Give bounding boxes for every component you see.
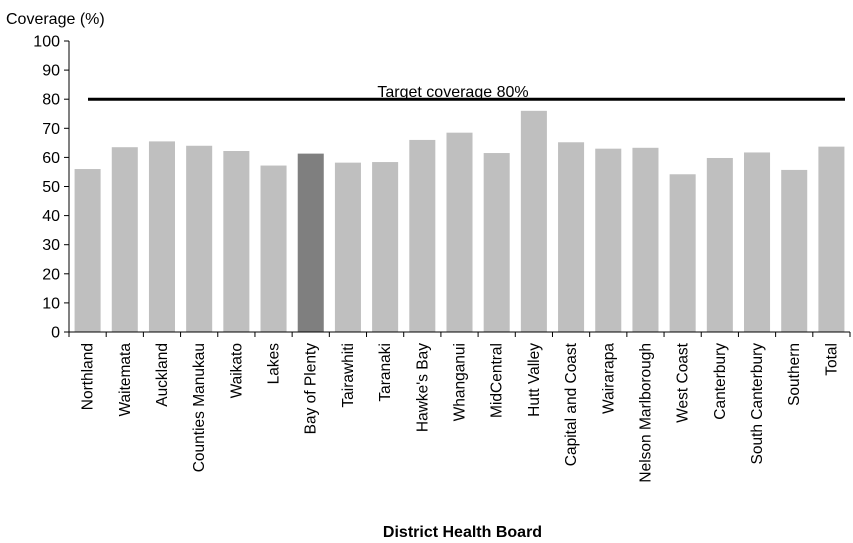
- bars-group: [74, 110, 845, 332]
- bar: [409, 139, 436, 332]
- x-tick-label: Canterbury: [712, 343, 729, 420]
- y-tick-label: 60: [42, 150, 60, 167]
- x-tick-label: Bay of Plenty: [303, 343, 320, 435]
- x-tick-label: Tairawhiti: [340, 343, 357, 408]
- y-tick-label: 80: [42, 92, 60, 109]
- x-tick-label: MidCentral: [489, 343, 506, 418]
- bar: [74, 169, 101, 332]
- bar: [260, 165, 287, 332]
- x-tick-label: Waikato: [228, 343, 245, 398]
- bar: [706, 157, 733, 332]
- y-tick-label: 0: [51, 325, 60, 342]
- y-tick-label: 40: [42, 208, 60, 225]
- x-tick-label: Whanganui: [452, 343, 469, 421]
- bar: [818, 146, 845, 332]
- bar: [111, 147, 138, 332]
- bar: [223, 150, 250, 332]
- bar: [297, 153, 324, 332]
- y-tick-label: 100: [33, 34, 60, 51]
- y-tick-label: 30: [42, 237, 60, 254]
- bar: [744, 152, 771, 332]
- x-tick-label: Waitemata: [117, 343, 134, 417]
- x-tick-label: Hawke's Bay: [414, 343, 431, 432]
- x-tick-label: West Coast: [675, 342, 692, 423]
- x-tick-label: Nelson Marlborough: [637, 343, 654, 483]
- x-tick-label: Lakes: [266, 343, 283, 385]
- y-axis: 0 10 20 30 40 50 60 70 80 90 100: [33, 34, 70, 342]
- bar: [372, 162, 399, 332]
- x-tick-label: Counties Manukau: [191, 343, 208, 472]
- bar: [148, 141, 175, 332]
- y-tick-label: 50: [42, 179, 60, 196]
- bar: [520, 110, 547, 332]
- target-line-group: Target coverage 80%: [88, 84, 845, 101]
- bar: [632, 147, 659, 332]
- bar: [595, 148, 622, 332]
- x-axis-title: District Health Board: [383, 524, 542, 541]
- y-tick-label: 90: [42, 63, 60, 80]
- y-axis-title: Coverage (%): [6, 11, 105, 28]
- bar: [334, 162, 361, 332]
- x-tick-label: Hutt Valley: [526, 343, 543, 417]
- y-tick-label: 70: [42, 121, 60, 138]
- bar: [558, 142, 585, 332]
- x-tick-label: Southern: [786, 343, 803, 406]
- bar: [446, 132, 473, 332]
- bar: [781, 169, 808, 332]
- bar: [669, 174, 696, 332]
- bar: [186, 145, 213, 332]
- y-tick-label: 20: [42, 266, 60, 283]
- x-axis: Northland Waitemata Auckland Counties Manuk…: [68, 331, 851, 483]
- x-tick-label: Capital and Coast: [563, 342, 580, 466]
- x-tick-label: Total: [823, 343, 840, 376]
- x-tick-label: Taranaki: [377, 343, 394, 402]
- target-line-label: Target coverage 80%: [377, 84, 528, 101]
- x-tick-label: Northland: [80, 343, 97, 410]
- bar: [483, 153, 510, 332]
- x-tick-label: Wairarapa: [600, 343, 617, 414]
- y-tick-label: 10: [42, 295, 60, 312]
- x-tick-label: Auckland: [154, 343, 171, 407]
- x-tick-label: South Canterbury: [749, 343, 766, 465]
